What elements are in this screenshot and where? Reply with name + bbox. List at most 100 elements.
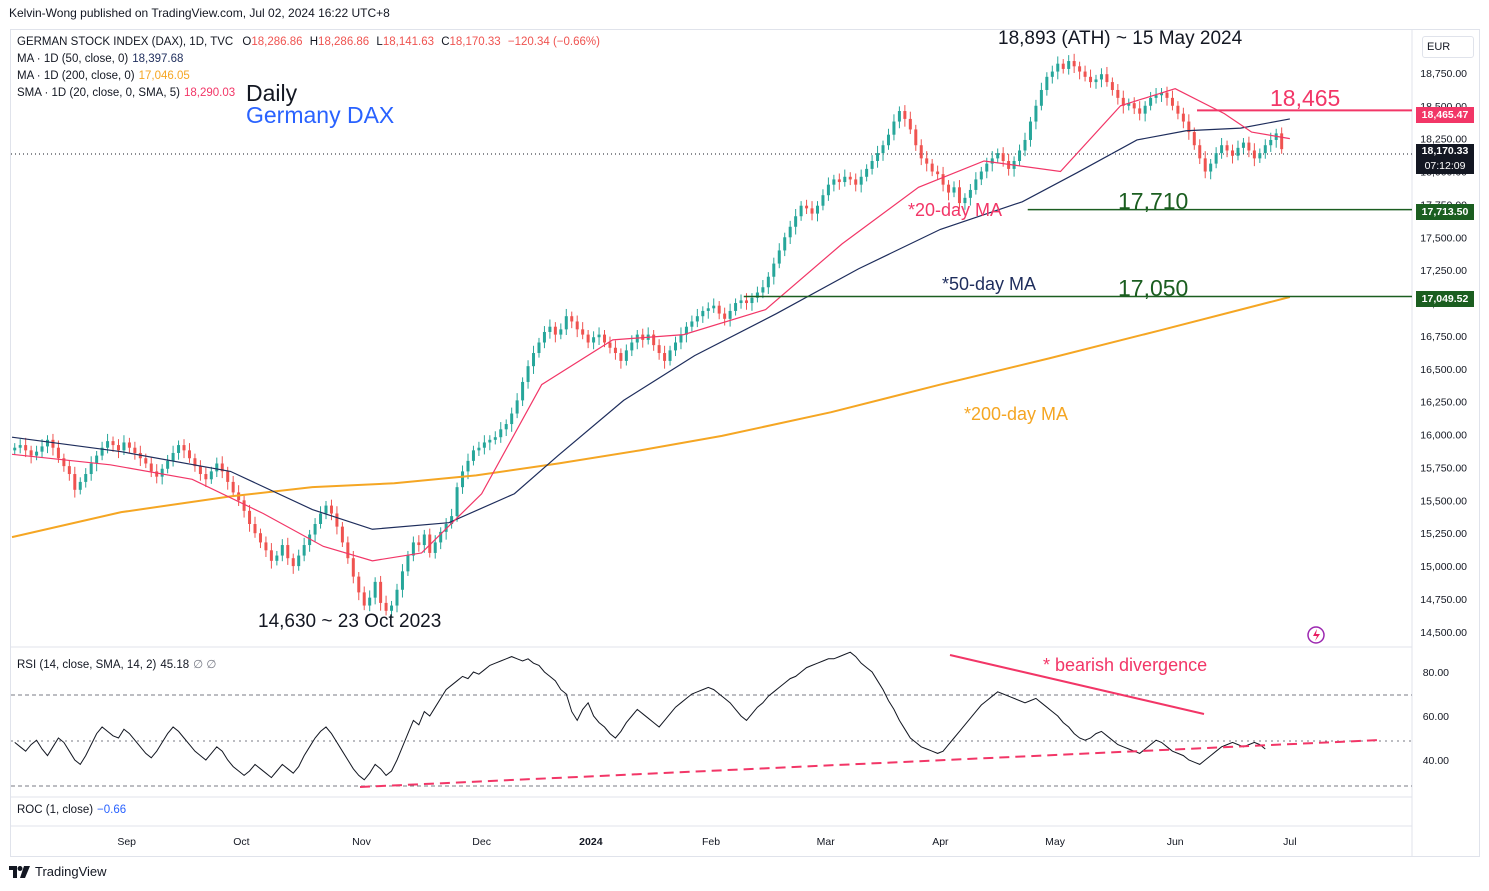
candle-body — [728, 310, 732, 319]
candle-body — [144, 458, 148, 464]
candle-body — [1083, 71, 1087, 77]
ma200-line — [11, 296, 1291, 539]
candle-body — [1045, 76, 1049, 90]
candle-body — [974, 179, 978, 190]
candle-body — [597, 334, 601, 338]
candle-body — [723, 313, 727, 319]
resistance-annotation: 18,465 — [1270, 85, 1341, 111]
publisher-credit: Kelvin-Wong published on TradingView.com… — [9, 6, 390, 20]
candle-body — [979, 171, 983, 180]
price-tick-label: 15,250.00 — [1420, 528, 1467, 540]
legend-sma20-value: 18,290.03 — [183, 87, 236, 99]
candle-body — [177, 445, 181, 453]
candle-body — [941, 174, 945, 185]
candle-body — [286, 545, 290, 559]
candle-body — [608, 342, 612, 348]
candle-body — [1214, 153, 1218, 164]
candle-body — [613, 347, 617, 354]
candle-body — [526, 366, 530, 382]
candle-body — [406, 555, 410, 572]
candle-body — [428, 534, 432, 553]
candle-body — [766, 276, 770, 288]
candle-body — [919, 145, 923, 159]
candle-body — [750, 297, 754, 304]
low-annotation: 14,630 ~ 23 Oct 2023 — [258, 611, 442, 632]
currency-button[interactable]: EUR — [1422, 36, 1474, 58]
last-price-value: 18,170.33 — [1421, 145, 1469, 157]
candle-body — [537, 342, 541, 354]
candle-body — [198, 466, 202, 475]
candle-body — [209, 471, 213, 480]
candle-body — [1001, 153, 1005, 161]
candle-body — [1160, 92, 1164, 96]
time-tick-label: Nov — [352, 836, 371, 848]
time-tick-label: Dec — [472, 836, 491, 848]
candle-body — [127, 442, 131, 448]
rsi-axis: 80.00 60.00 40.00 — [1423, 667, 1449, 767]
ma50-annotation: *50-day MA — [942, 274, 1037, 294]
time-tick-label: Sep — [117, 836, 136, 848]
instrument-title: Germany DAX — [246, 102, 395, 128]
candle-body — [1236, 147, 1240, 156]
candle-body — [957, 187, 961, 204]
candle-body — [1121, 97, 1125, 106]
candle-body — [291, 558, 295, 567]
candle-body — [340, 526, 344, 543]
candle-body — [1110, 82, 1114, 90]
candle-body — [1154, 95, 1158, 98]
time-tick-label: Jun — [1167, 836, 1184, 848]
candle-body — [242, 500, 246, 511]
legend-sma20-label: SMA · 1D (20, close, 0, SMA, 5) — [17, 87, 180, 99]
time-tick-label: May — [1045, 836, 1066, 848]
candle-body — [968, 189, 972, 198]
candle-body — [886, 134, 890, 146]
rsi-legend-label: RSI (14, close, SMA, 14, 2) — [17, 659, 157, 671]
candle-body — [1209, 163, 1213, 172]
candle-body — [111, 441, 115, 446]
price-tick-label: 15,500.00 — [1420, 495, 1467, 507]
candle-body — [455, 487, 459, 517]
candle-body — [1203, 158, 1207, 172]
candle-body — [73, 474, 77, 490]
legend-ma200-value: 17,046.05 — [138, 70, 190, 82]
candle-body — [155, 471, 159, 477]
legend-ma50-label: MA · 1D (50, close, 0) — [17, 53, 129, 65]
resistance-price-tag: 18,465.47 — [1416, 107, 1474, 123]
candle-body — [892, 121, 896, 135]
candle-body — [1023, 139, 1027, 151]
ma200-annotation: *200-day MA — [964, 404, 1069, 424]
alert-icon[interactable] — [1307, 626, 1325, 644]
candle-body — [805, 205, 809, 209]
candle-body — [903, 111, 907, 119]
candle-body — [308, 534, 312, 546]
candle-body — [684, 326, 688, 335]
candle-body — [368, 597, 372, 606]
candle-body — [215, 463, 219, 472]
candle-body — [493, 437, 497, 440]
price-tick-label: 17,250.00 — [1420, 265, 1467, 277]
candle-body — [996, 153, 1000, 159]
roc-legend-label: ROC (1, close) — [17, 804, 94, 816]
candle-body — [35, 451, 39, 456]
candle-body — [717, 305, 721, 314]
candle-body — [821, 195, 825, 206]
candle-body — [908, 118, 912, 130]
candle-body — [400, 571, 404, 590]
candle-body — [1187, 121, 1191, 133]
candle-body — [695, 316, 699, 322]
candle-body — [1061, 63, 1065, 69]
support-17710-price-tag: 17,713.50 — [1416, 204, 1474, 220]
candle-body — [106, 441, 110, 448]
candle-body — [1220, 145, 1224, 154]
candle-body — [794, 216, 798, 227]
candle-body — [149, 463, 153, 472]
candle-body — [668, 350, 672, 361]
rsi-tick-label: 60.00 — [1423, 711, 1449, 723]
candle-body — [1132, 103, 1136, 109]
candle-body — [674, 342, 678, 351]
legend-l-label: L — [376, 36, 383, 48]
candle-body — [1116, 89, 1120, 98]
candle-body — [1263, 145, 1267, 154]
candle-body — [1039, 89, 1043, 106]
